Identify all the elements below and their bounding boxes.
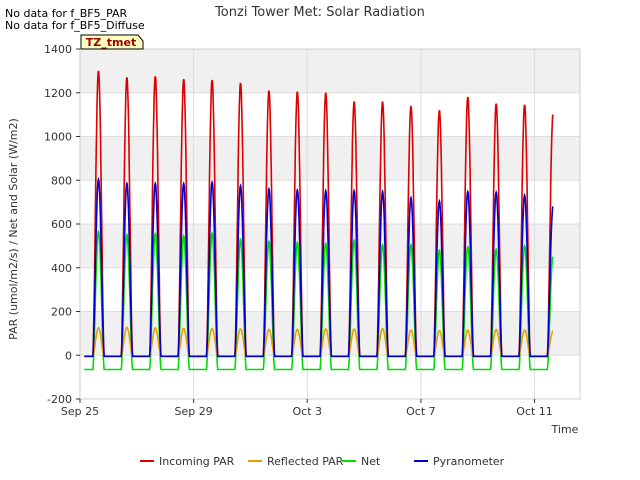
y-axis-label: PAR (umol/m2/s) / Net and Solar (W/m2) [7, 118, 20, 340]
series-line-pyranometer [84, 176, 554, 358]
series-lines [84, 70, 554, 371]
x-tick-label: Sep 25 [61, 405, 99, 418]
y-tick-label: -200 [47, 393, 72, 406]
y-tick-label: 200 [51, 306, 72, 319]
y-tick-label: 1400 [44, 43, 72, 56]
tag-box-shape [80, 34, 144, 50]
legend-label: Pyranometer [433, 455, 505, 468]
legend-item-pyranometer: Pyranometer [414, 455, 505, 468]
y-tick-label: 0 [65, 349, 72, 362]
y-axis-ticks: -200 0 200 400 600 800 1000 1200 1400 [44, 43, 80, 406]
x-axis-label: Time [551, 423, 579, 436]
x-tick-label: Oct 11 [516, 405, 553, 418]
legend-label: Incoming PAR [159, 455, 235, 468]
x-tick-label: Oct 7 [406, 405, 436, 418]
plot-band [80, 49, 580, 93]
no-data-note-diffuse: No data for f_BF5_Diffuse [5, 19, 145, 32]
y-tick-label: 800 [51, 174, 72, 187]
y-tick-label: 1000 [44, 131, 72, 144]
legend-label: Net [361, 455, 381, 468]
y-tick-label: 600 [51, 218, 72, 231]
x-axis-ticks: Sep 25 Sep 29 Oct 3 Oct 7 Oct 11 [61, 399, 553, 418]
y-tick-label: 1200 [44, 87, 72, 100]
x-tick-label: Sep 29 [175, 405, 213, 418]
no-data-note-par: No data for f_BF5_PAR [5, 7, 128, 20]
x-tick-label: Oct 3 [293, 405, 323, 418]
legend-item-incoming-par: Incoming PAR [140, 455, 235, 468]
chart-title: Tonzi Tower Met: Solar Radiation [214, 5, 425, 20]
plot-band [80, 136, 580, 181]
legend-label: Reflected PAR [267, 455, 344, 468]
legend: Incoming PAR Reflected PAR Net Pyranometer [140, 455, 505, 468]
series-line-net [84, 229, 554, 371]
legend-item-reflected-par: Reflected PAR [248, 455, 344, 468]
legend-item-net: Net [342, 455, 381, 468]
tag-label: TZ_tmet [86, 36, 136, 49]
tag-box: TZ_tmet [80, 34, 144, 50]
y-tick-label: 400 [51, 262, 72, 275]
